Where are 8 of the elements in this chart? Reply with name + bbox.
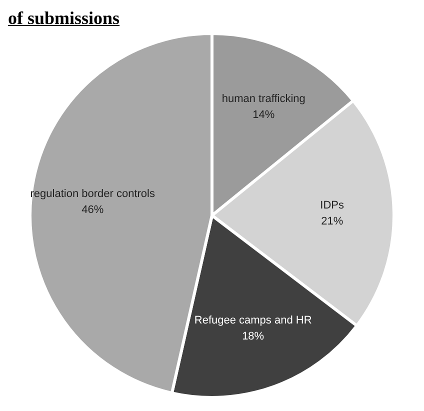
chart-title: of submissions [8, 8, 121, 28]
slice-label: human trafficking [222, 93, 306, 106]
data-label: 14% [252, 109, 275, 122]
data-label: 21% [321, 216, 344, 228]
slice-label: IDPs [320, 200, 345, 212]
data-label: 18% [242, 330, 264, 342]
slice-label: Refugee camps and HR [194, 314, 312, 326]
data-label: 46% [82, 204, 104, 216]
